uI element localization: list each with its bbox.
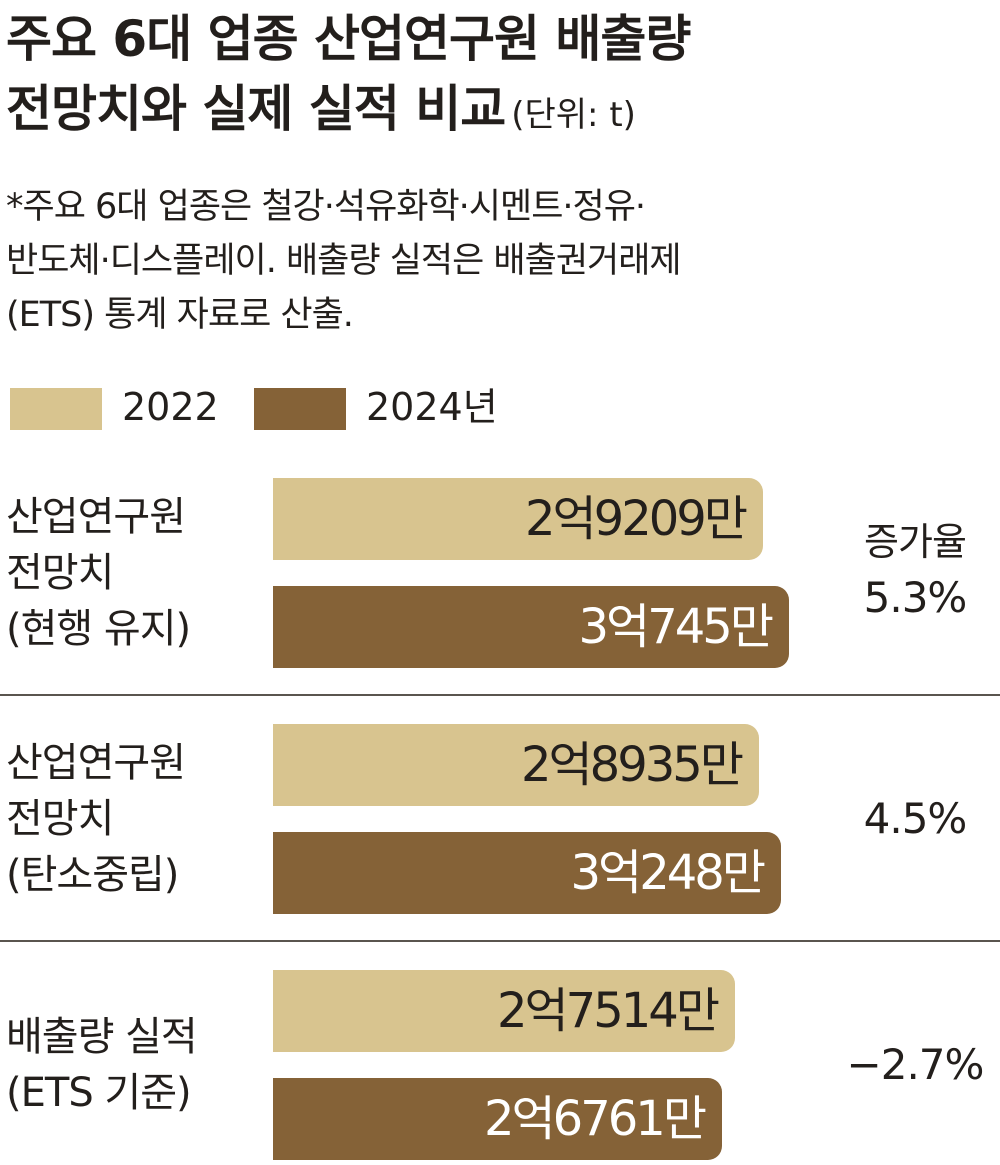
legend-label-2022: 2022 xyxy=(122,385,219,429)
growth-rate-3: −2.7% xyxy=(830,1037,1000,1093)
footnote-line-1: *주요 6대 업종은 철강·석유화학·시멘트·정유· xyxy=(6,187,646,227)
footnote-line-2: 반도체·디스플레이. 배출량 실적은 배출권거래제 xyxy=(6,241,682,281)
data-label-s2024-1: 3억745만 xyxy=(578,599,774,655)
title-line-2: 전망치와 실제 실적 비교 (단위: t) xyxy=(6,74,996,150)
legend-swatch-2024 xyxy=(254,388,346,430)
category-group-3: 배출량 실적 (ETS 기준) 2억7514만 2억6761만 −2.7% xyxy=(0,970,1000,1160)
group-divider-1 xyxy=(0,694,1000,696)
data-label-s2024-3: 2억6761만 xyxy=(483,1091,707,1147)
category-label-line: (ETS 기준) xyxy=(6,1070,192,1116)
bar-s2022-3: 2억7514만 xyxy=(273,970,735,1052)
category-label-line: 전망치 xyxy=(6,550,114,596)
bar-s2024-1: 3억745만 xyxy=(273,586,789,668)
growth-rate-value-2: 4.5% xyxy=(863,794,968,843)
footnote-line-3: (ETS) 통계 자료로 산출. xyxy=(6,295,354,335)
growth-rate-label: 증가율 xyxy=(864,520,967,564)
title-line-2-text: 전망치와 실제 실적 비교 xyxy=(6,80,506,138)
data-label-s2022-3: 2억7514만 xyxy=(496,983,720,1039)
growth-rate-1: 증가율 5.3% xyxy=(830,514,1000,626)
group-divider-2 xyxy=(0,940,1000,942)
data-label-s2024-2: 3억248만 xyxy=(570,845,766,901)
bar-s2024-2: 3억248만 xyxy=(273,832,781,914)
chart-title: 주요 6대 업종 산업연구원 배출량 전망치와 실제 실적 비교 (단위: t) xyxy=(6,4,996,150)
legend-swatch-2022 xyxy=(10,388,102,430)
legend-label-2024: 2024년 xyxy=(366,385,498,429)
category-label-line: 전망치 xyxy=(6,796,114,842)
growth-rate-value-1: 5.3% xyxy=(863,573,968,622)
category-label-line: 배출량 실적 xyxy=(6,1014,198,1060)
category-label-line: 산업연구원 xyxy=(6,740,186,786)
title-line-1: 주요 6대 업종 산업연구원 배출량 xyxy=(6,10,691,68)
category-label-line: (탄소중립) xyxy=(6,852,179,898)
growth-rate-value-3: −2.7% xyxy=(846,1040,985,1089)
category-label-line: 산업연구원 xyxy=(6,494,186,540)
bar-s2022-2: 2억8935만 xyxy=(273,724,759,806)
category-label-line: (현행 유지) xyxy=(6,606,191,652)
bar-s2022-1: 2억9209만 xyxy=(273,478,763,560)
growth-rate-2: 4.5% xyxy=(830,791,1000,847)
footnote: *주요 6대 업종은 철강·석유화학·시멘트·정유· 반도체·디스플레이. 배출… xyxy=(6,180,996,342)
unit-label: (단위: t) xyxy=(511,95,636,135)
category-label-3: 배출량 실적 (ETS 기준) xyxy=(6,1009,256,1121)
data-label-s2022-2: 2억8935만 xyxy=(520,737,744,793)
data-label-s2022-1: 2억9209만 xyxy=(524,491,748,547)
bar-s2024-3: 2억6761만 xyxy=(273,1078,722,1160)
